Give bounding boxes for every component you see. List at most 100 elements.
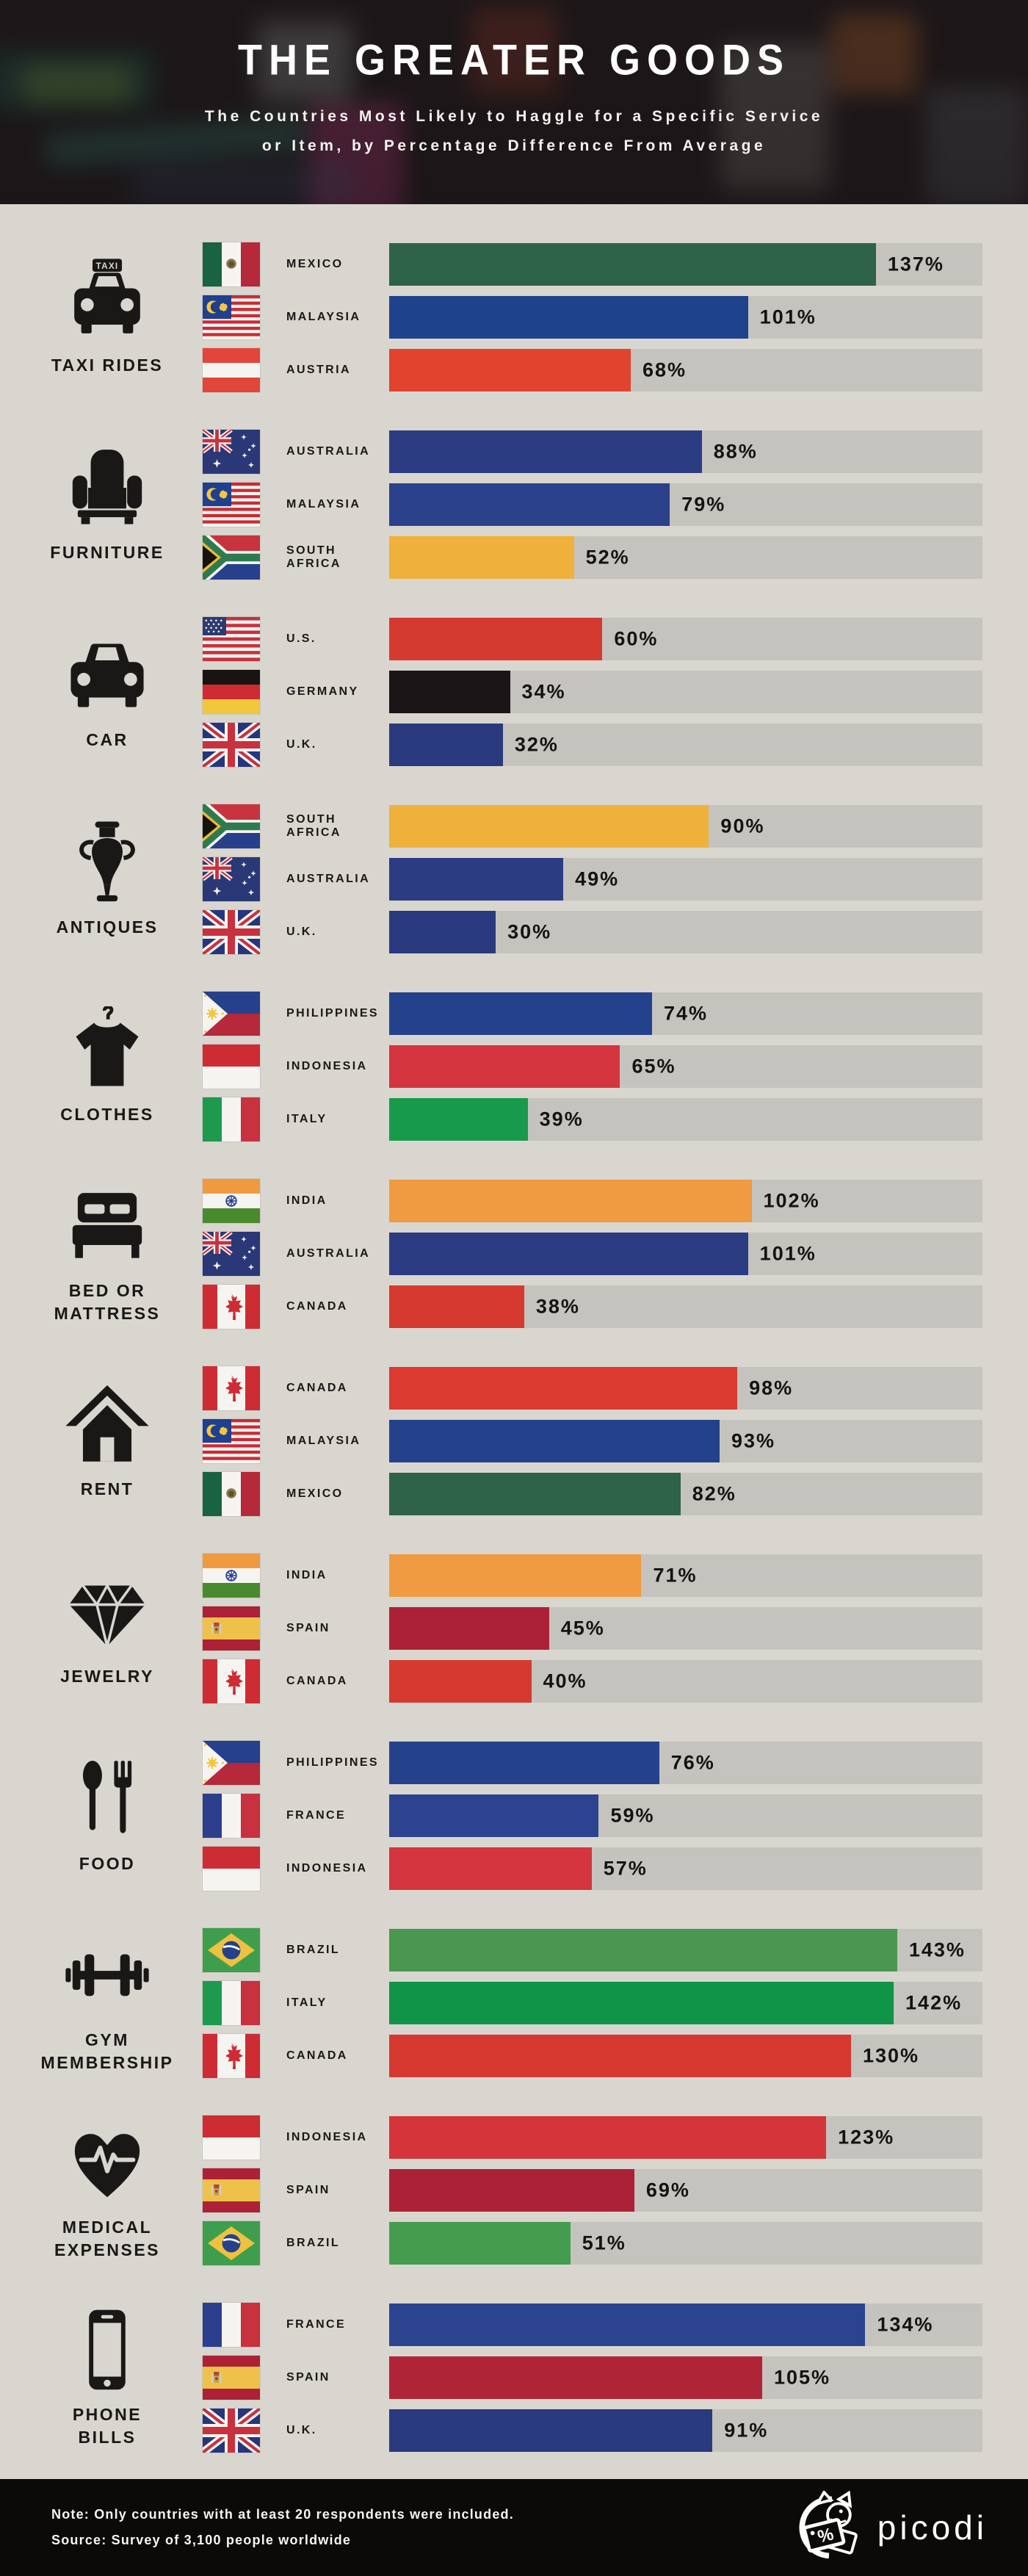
bar-fill <box>389 858 564 901</box>
bar-fill <box>389 992 653 1035</box>
bar-fill <box>389 1742 659 1784</box>
category-label: BED OR MATTRESS <box>54 1280 161 1323</box>
category-label: FURNITURE <box>50 543 164 563</box>
country-label: U.K. <box>286 2424 317 2436</box>
bar-fill <box>389 1180 752 1222</box>
australia-flag-icon <box>203 1232 260 1276</box>
picodi-mascot-icon: % <box>799 2491 858 2559</box>
country-row: AUSTRALIA 49% <box>203 857 982 901</box>
bar-track: 101% <box>389 296 982 339</box>
category-block: FURNITURE <box>29 444 185 564</box>
india-flag-icon <box>203 1179 260 1223</box>
value-label: 88% <box>713 440 758 463</box>
category-section: GYM MEMBERSHIP BRAZIL 143% ITALY 142% CA… <box>29 1928 982 2078</box>
bar-track: 59% <box>389 1794 982 1837</box>
uk-flag-icon <box>203 2409 260 2453</box>
category-section: PHONE BILLS FRANCE 134% SPAIN 105% U.K. … <box>29 2303 982 2453</box>
canada-flag-icon <box>203 1659 260 1703</box>
value-label: 65% <box>631 1055 676 1078</box>
bar-track: 39% <box>389 1098 982 1141</box>
bar-fill <box>389 1794 599 1837</box>
uk-flag-icon <box>203 910 260 954</box>
value-label: 134% <box>877 2313 934 2336</box>
category-label: RENT <box>80 1479 134 1499</box>
bar-fill <box>389 1607 549 1650</box>
indonesia-flag-icon <box>203 1045 260 1089</box>
category-block: TAXI TAXI RIDES <box>29 257 185 377</box>
bar-fill <box>389 911 496 953</box>
malaysia-flag-icon <box>203 295 260 339</box>
value-label: 76% <box>670 1751 715 1774</box>
country-label: CANADA <box>286 1382 348 1394</box>
country-label: AUSTRALIA <box>286 445 371 458</box>
category-block: CAR <box>29 632 185 751</box>
italy-flag-icon <box>203 1981 260 2025</box>
value-label: 52% <box>585 546 630 569</box>
heart-pulse-icon <box>74 2134 140 2198</box>
brand-logo: % picodi <box>788 2491 988 2564</box>
value-label: 101% <box>759 1242 817 1265</box>
bar-track: 91% <box>389 2409 982 2452</box>
category-label: ANTIQUES <box>56 917 159 937</box>
bar-track: 60% <box>389 618 982 660</box>
country-row: MEXICO 82% <box>203 1472 982 1516</box>
country-label: INDONESIA <box>286 1862 368 1875</box>
footer-source: Source: Survey of 3,100 people worldwide <box>51 2533 352 2547</box>
country-label: PHILIPPINES <box>286 1007 379 1020</box>
value-label: 45% <box>560 1617 605 1639</box>
spain-flag-icon <box>203 1606 260 1650</box>
category-rows: INDONESIA 123% SPAIN 69% BRAZIL 51% <box>203 2115 982 2265</box>
country-label: ITALY <box>286 1996 327 2009</box>
philippines-flag-icon <box>203 992 260 1036</box>
value-label: 38% <box>535 1295 580 1318</box>
country-row: SOUTH AFRICA 52% <box>203 535 982 580</box>
australia-flag-icon <box>203 857 260 901</box>
country-row: PHILIPPINES 74% <box>203 992 982 1036</box>
bar-track: 142% <box>389 1982 982 2024</box>
bar-track: 105% <box>389 2356 982 2399</box>
country-label: SOUTH AFRICA <box>286 544 341 570</box>
country-row: U.K. 32% <box>203 723 982 767</box>
bar-track: 45% <box>389 1607 982 1650</box>
bar-fill <box>389 1098 528 1141</box>
bar-track: 137% <box>389 243 982 286</box>
uk-flag-icon <box>203 723 260 767</box>
category-rows: PHILIPPINES 74% INDONESIA 65% ITALY 39% <box>203 992 982 1141</box>
country-label: FRANCE <box>286 2318 347 2331</box>
dumbbell-icon <box>65 1954 149 1996</box>
country-row: INDONESIA 57% <box>203 1847 982 1891</box>
india-flag-icon <box>203 1554 260 1598</box>
bar-fill <box>389 805 709 848</box>
category-block: CLOTHES <box>29 1006 185 1126</box>
diamond-icon <box>69 1585 145 1648</box>
header-dark-overlay <box>0 0 1028 204</box>
tshirt-icon <box>76 1006 139 1087</box>
south-africa-flag-icon <box>203 535 260 580</box>
country-label: U.K. <box>286 926 317 938</box>
bar-fill <box>389 2222 571 2265</box>
bar-track: 65% <box>389 1045 982 1088</box>
bar-fill <box>389 1929 897 1971</box>
bar-fill <box>389 2169 634 2212</box>
bar-track: 74% <box>389 992 982 1035</box>
category-section: MEDICAL EXPENSES INDONESIA 123% SPAIN 69… <box>29 2115 982 2265</box>
value-label: 130% <box>862 2044 919 2067</box>
value-label: 51% <box>582 2232 626 2254</box>
malaysia-flag-icon <box>203 483 260 527</box>
country-label: U.K. <box>286 738 317 751</box>
country-label: CANADA <box>286 1675 348 1687</box>
chart-body: TAXI TAXI RIDES MEXICO 137% MALAYSIA 101… <box>0 204 1028 2453</box>
country-label: ITALY <box>286 1113 327 1125</box>
spain-flag-icon <box>203 2168 260 2212</box>
category-label: GYM MEMBERSHIP <box>40 2030 174 2072</box>
indonesia-flag-icon <box>203 2115 260 2160</box>
category-rows: FRANCE 134% SPAIN 105% U.K. 91% <box>203 2303 982 2453</box>
country-row: AUSTRIA 68% <box>203 348 982 392</box>
category-block: PHONE BILLS <box>29 2306 185 2449</box>
bar-fill <box>389 2356 762 2399</box>
bar-track: 32% <box>389 724 982 766</box>
bar-track: 68% <box>389 349 982 392</box>
category-rows: SOUTH AFRICA 90% AUSTRALIA 49% U.K. 30% <box>203 804 982 954</box>
category-block: ANTIQUES <box>29 819 185 939</box>
bar-fill <box>389 536 574 579</box>
